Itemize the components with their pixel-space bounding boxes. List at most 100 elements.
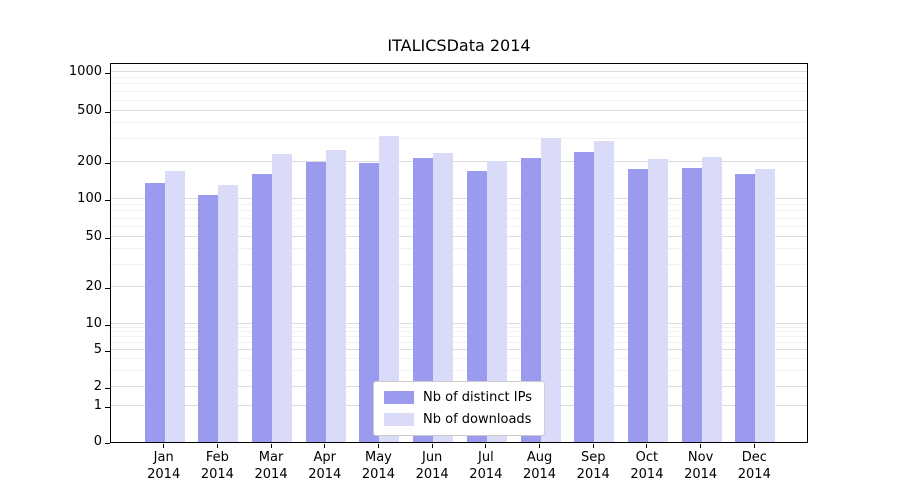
gridline-minor	[111, 263, 807, 265]
x-tick-year: 2014	[415, 466, 449, 482]
gridline-minor	[111, 203, 807, 205]
x-tick-month: Apr	[313, 450, 337, 465]
y-tick-mark	[105, 72, 110, 74]
x-tick-year: 2014	[147, 466, 181, 482]
x-tick-mark	[216, 444, 218, 448]
gridline-minor	[111, 76, 807, 78]
y-tick-mark	[105, 443, 110, 444]
gridline-minor	[111, 122, 807, 124]
gridline-minor	[111, 342, 807, 344]
y-tick-label: 20	[85, 278, 102, 294]
x-tick-year: 2014	[684, 466, 718, 482]
chart-title: ITALICSData 2014	[387, 36, 531, 55]
x-tick-month: May	[365, 450, 392, 465]
y-tick-label: 50	[85, 229, 102, 245]
gridline-minor	[111, 358, 807, 360]
y-tick-label: 500	[77, 103, 102, 119]
x-tick-label: Feb 2014	[177, 450, 257, 484]
x-tick-year: 2014	[737, 466, 771, 482]
bar-distinct-ips-aug	[520, 157, 541, 442]
x-tick-month: Mar	[258, 450, 284, 465]
x-tick-label: Jun 2014	[392, 450, 472, 484]
bar-distinct-ips-may	[359, 163, 380, 442]
bar-downloads-apr	[325, 149, 346, 442]
x-tick-mark	[539, 444, 541, 448]
x-tick-year: 2014	[308, 466, 342, 482]
gridline-minor	[111, 138, 807, 140]
x-tick-month: Feb	[205, 450, 229, 465]
gridline-major	[111, 349, 807, 351]
y-tick-label: 200	[77, 153, 102, 169]
y-tick-label: 100	[77, 191, 102, 207]
x-tick-month: Jul	[478, 450, 494, 465]
x-tick-year: 2014	[522, 466, 557, 482]
x-tick-label: Aug 2014	[500, 450, 580, 484]
y-tick-label: 10	[85, 315, 102, 331]
x-tick-label: Dec 2014	[714, 450, 794, 484]
gridline-major	[111, 160, 807, 162]
x-tick-month: Jan	[153, 450, 174, 465]
bar-distinct-ips-nov	[681, 167, 702, 442]
bar-distinct-ips-jun	[413, 157, 434, 442]
x-tick-label: Jan 2014	[124, 450, 204, 484]
gridline-minor	[111, 326, 807, 328]
bar-distinct-ips-mar	[252, 173, 273, 442]
bar-downloads-jan	[164, 170, 185, 442]
gridline-major	[111, 322, 807, 324]
bar-distinct-ips-apr	[305, 161, 326, 442]
x-tick-label: Sep 2014	[553, 450, 633, 484]
x-tick-month: Sep	[580, 450, 606, 465]
bar-downloads-sep	[594, 141, 615, 442]
y-tick-mark	[105, 200, 110, 202]
x-tick-mark	[377, 444, 379, 448]
bar-distinct-ips-dec	[735, 173, 756, 442]
x-tick-label: Oct 2014	[607, 450, 687, 484]
x-tick-month: Nov	[687, 450, 714, 465]
x-tick-mark	[753, 444, 755, 448]
bar-downloads-feb	[218, 185, 239, 442]
plot-area: Nb of distinct IPs Nb of downloads	[110, 63, 808, 443]
legend-item-downloads: Nb of downloads	[384, 412, 532, 427]
legend-item-distinct-ips: Nb of distinct IPs	[384, 390, 532, 405]
x-tick-label: Nov 2014	[661, 450, 741, 484]
bar-downloads-dec	[755, 169, 776, 442]
y-tick-mark	[105, 238, 110, 240]
bar-downloads-mar	[272, 154, 293, 442]
gridline-minor	[111, 83, 807, 85]
bar-downloads-jun	[433, 152, 454, 442]
bar-downloads-oct	[647, 159, 668, 442]
gridline-minor	[111, 248, 807, 250]
x-tick-label: Apr 2014	[285, 450, 365, 484]
gridline-minor	[111, 217, 807, 219]
gridline-major	[111, 285, 807, 287]
bar-distinct-ips-jan	[144, 183, 165, 442]
bar-downloads-aug	[540, 137, 561, 442]
x-tick-mark	[431, 444, 433, 448]
gridline-major	[111, 70, 807, 72]
legend-swatch-downloads	[384, 413, 415, 426]
y-tick-mark	[105, 351, 110, 353]
gridline-minor	[111, 99, 807, 101]
gridline-minor	[111, 369, 807, 371]
gridline-major	[111, 110, 807, 112]
y-tick-mark	[105, 324, 110, 326]
y-tick-label: 1000	[68, 63, 102, 79]
x-tick-mark	[270, 444, 272, 448]
legend-label-downloads: Nb of downloads	[423, 412, 532, 427]
x-tick-year: 2014	[361, 466, 395, 482]
bar-downloads-jul	[486, 160, 507, 442]
legend: Nb of distinct IPs Nb of downloads	[373, 381, 545, 436]
x-tick-mark	[485, 444, 487, 448]
y-tick-label: 0	[93, 434, 102, 449]
x-tick-label: Jul 2014	[446, 450, 526, 484]
y-tick-mark	[105, 287, 110, 289]
x-tick-year: 2014	[200, 466, 234, 482]
bar-distinct-ips-oct	[627, 169, 648, 442]
gridline-minor	[111, 91, 807, 93]
x-tick-mark	[700, 444, 702, 448]
x-tick-month: Jun	[421, 450, 443, 465]
x-tick-year: 2014	[630, 466, 664, 482]
bar-downloads-nov	[701, 156, 722, 442]
legend-label-distinct-ips: Nb of distinct IPs	[423, 390, 532, 405]
